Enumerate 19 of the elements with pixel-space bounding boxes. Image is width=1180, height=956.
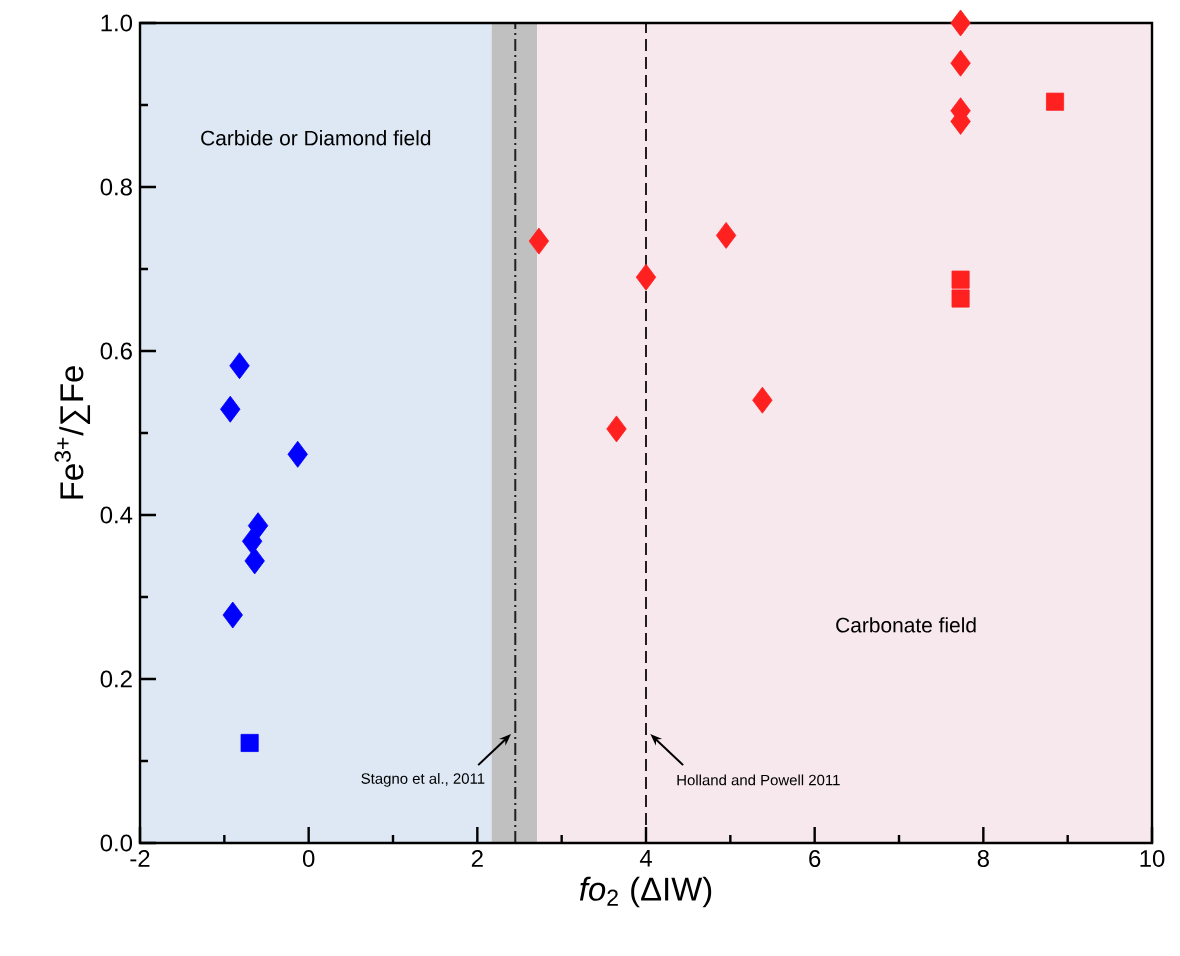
x-axis-title: fo$_{2}$ (ΔIW) xyxy=(579,876,712,908)
y-tick-label: 0.4 xyxy=(100,506,133,524)
x-tick-label: 6 xyxy=(809,850,821,867)
band-label: Carbide or Diamond field xyxy=(201,130,431,146)
ref-line-label: Holland and Powell 2011 xyxy=(677,774,840,786)
x-tick-label: 8 xyxy=(977,850,989,867)
y-tick-label: 1.0 xyxy=(101,14,133,32)
y-tick-label: 0.8 xyxy=(100,178,132,196)
x-tick-label: 4 xyxy=(639,850,652,867)
x-tick-label: 10 xyxy=(1140,850,1165,867)
y-tick-label: 0.0 xyxy=(100,834,133,852)
x-tick-label: -2 xyxy=(130,850,150,867)
x-tick-label: 0 xyxy=(302,850,315,867)
ref-line-label: Stagno et al., 2011 xyxy=(361,772,485,787)
band-label: Carbonate field xyxy=(836,617,976,633)
y-tick-label: 0.6 xyxy=(100,342,132,360)
x-tick-label: 2 xyxy=(471,850,483,867)
y-tick-label: 0.2 xyxy=(100,670,132,688)
y-axis-title: Fe$^{3+}$/∑Fe xyxy=(54,366,91,499)
